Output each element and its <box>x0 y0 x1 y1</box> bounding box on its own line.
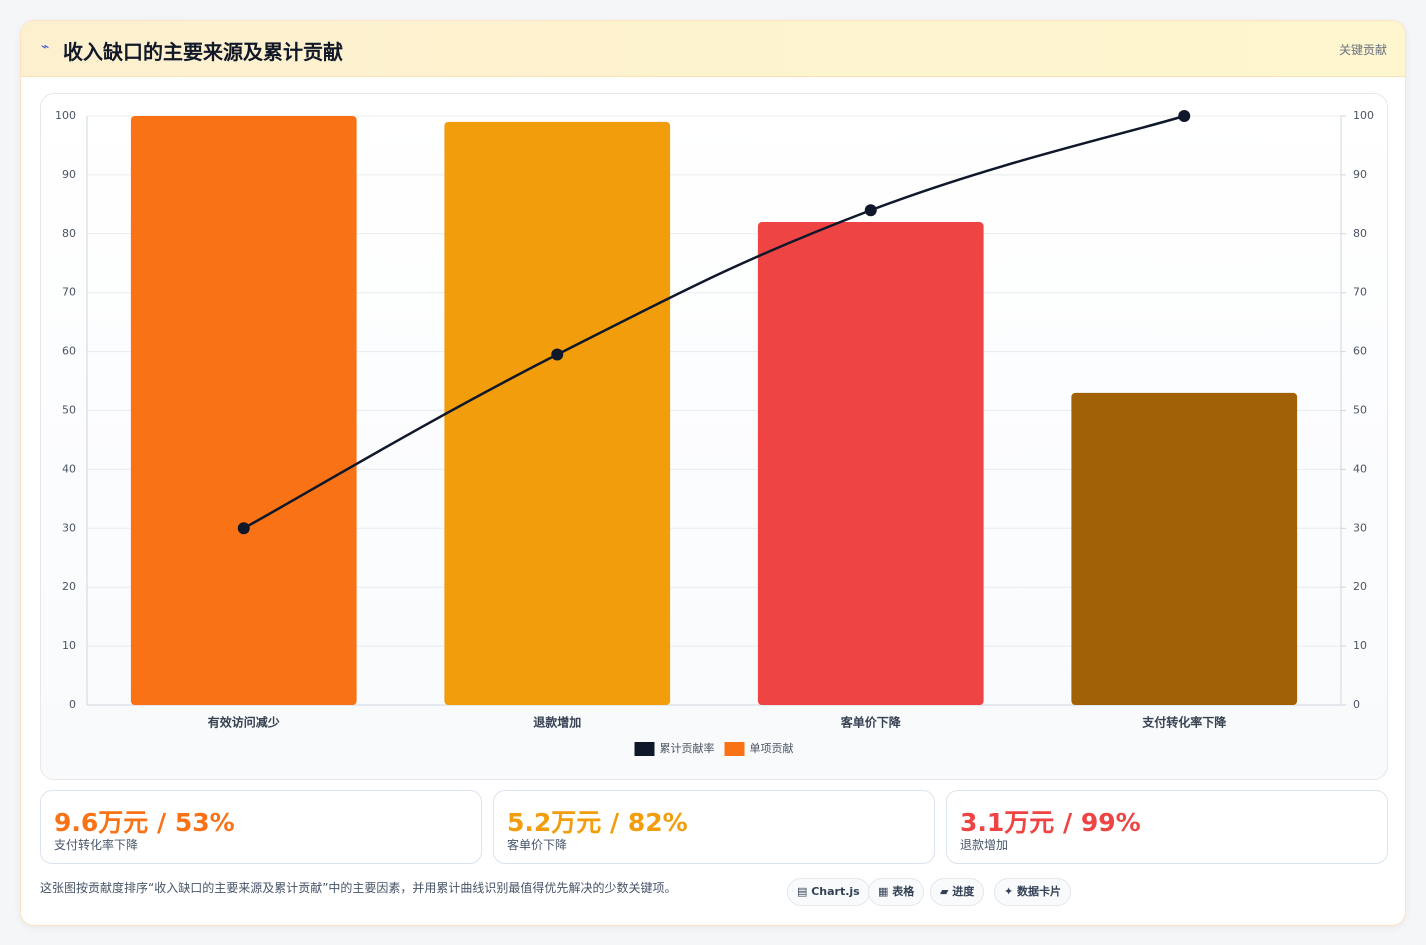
y-tick-label: 50 <box>62 404 76 417</box>
stat-label: 支付转化率下降 <box>54 838 139 852</box>
bar <box>130 116 357 705</box>
y-tick-label: 60 <box>62 345 76 358</box>
stat-value: 5.2万元 / 82% <box>507 808 688 837</box>
y2-tick-label: 10 <box>1353 639 1367 652</box>
chip: ▰ 进度 <box>930 878 985 906</box>
y2-tick-label: 30 <box>1353 521 1367 534</box>
x-tick-label: 客单价下降 <box>840 715 902 730</box>
stat-card: 9.6万元 / 53% 支付转化率下降 <box>40 790 482 864</box>
stat-label: 退款增加 <box>960 838 1009 852</box>
card-header: ⌁ 收入缺口的主要来源及累计贡献 关键贡献 <box>21 21 1405 77</box>
legend-swatch <box>634 742 655 756</box>
footer-text: 这张图按贡献度排序“收入缺口的主要来源及累计贡献”中的主要因素，并用累计曲线识别… <box>40 881 677 895</box>
stat-card: 5.2万元 / 82% 客单价下降 <box>493 790 935 864</box>
y2-tick-label: 40 <box>1353 462 1367 475</box>
line-point <box>864 204 877 217</box>
y2-tick-label: 80 <box>1353 227 1367 240</box>
x-tick-label: 有效访问减少 <box>208 715 280 730</box>
chip: ▤ Chart.js <box>787 878 870 906</box>
line-point <box>551 348 564 361</box>
y2-tick-label: 0 <box>1353 698 1360 711</box>
stat-value: 9.6万元 / 53% <box>54 808 235 837</box>
y2-tick-label: 20 <box>1353 580 1367 593</box>
bar <box>757 222 984 705</box>
stat-label: 客单价下降 <box>507 838 568 852</box>
y-tick-label: 0 <box>69 698 76 711</box>
header-icon: ⌁ <box>41 39 50 55</box>
y2-tick-label: 100 <box>1353 109 1374 122</box>
y2-tick-label: 50 <box>1353 404 1367 417</box>
stat-card: 3.1万元 / 99% 退款增加 <box>946 790 1388 864</box>
bar <box>444 121 671 705</box>
line <box>243 114 1185 530</box>
bar <box>1071 392 1298 705</box>
legend-label: 累计贡献率 <box>660 741 715 755</box>
y-tick-label: 20 <box>62 580 76 593</box>
x-tick-label: 支付转化率下降 <box>1141 715 1227 730</box>
chip: ✦ 数据卡片 <box>994 878 1072 906</box>
y-tick-label: 100 <box>55 109 76 122</box>
card: ⌁ 收入缺口的主要来源及累计贡献 关键贡献 0 10 20 30 40 50 60 70 80 9… <box>20 20 1406 926</box>
card-title: 收入缺口的主要来源及累计贡献 <box>63 40 343 64</box>
line-point <box>1178 110 1191 122</box>
y-tick-label: 90 <box>62 168 76 181</box>
y2-tick-label: 70 <box>1353 286 1367 299</box>
y-tick-label: 10 <box>62 639 76 652</box>
line-point <box>237 522 250 535</box>
legend: 累计贡献率 单项贡献 <box>634 741 794 756</box>
legend-swatch <box>724 742 745 756</box>
y2-tick-label: 90 <box>1353 168 1367 181</box>
y-tick-label: 70 <box>62 286 76 299</box>
stat-value: 3.1万元 / 99% <box>960 808 1141 837</box>
chip: ▦ 表格 <box>868 878 925 906</box>
legend-label: 单项贡献 <box>750 741 794 755</box>
y2-tick-label: 60 <box>1353 345 1367 358</box>
y-tick-label: 30 <box>62 521 76 534</box>
y-tick-label: 40 <box>62 462 76 475</box>
header-badge: 关键贡献 <box>1338 43 1387 57</box>
y-tick-label: 80 <box>62 227 76 240</box>
x-tick-label: 退款增加 <box>533 715 581 730</box>
chart-panel: 0 10 20 30 40 50 60 70 80 90 100 0 10 20 30 40 50 60 70 80 9… <box>40 93 1388 780</box>
chart: 0 10 20 30 40 50 60 70 80 90 100 0 10 20 30 40 50 60 70 80 9… <box>55 109 1374 756</box>
